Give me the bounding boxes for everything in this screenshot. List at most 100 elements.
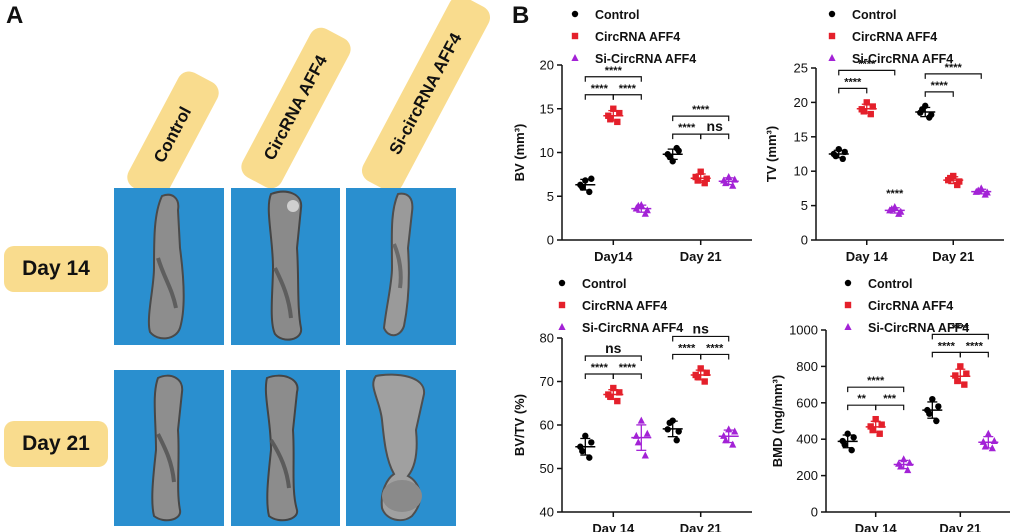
data-point-2 — [725, 173, 733, 180]
data-point-1 — [876, 430, 883, 437]
significance-bracket — [700, 133, 730, 140]
data-point-1 — [616, 109, 623, 117]
data-point-1 — [947, 174, 954, 182]
significance-label: **** — [966, 340, 984, 352]
data-point-2 — [634, 438, 642, 446]
significance-bracket — [584, 76, 642, 82]
y-axis-label: BV (mm³) — [512, 124, 527, 182]
data-point-0 — [841, 148, 848, 156]
legend-label-2: Si-CircRNA AFF4 — [868, 321, 969, 335]
y-tick-label: 40 — [540, 505, 554, 520]
significance-label: ns — [605, 340, 622, 356]
data-point-1 — [952, 372, 959, 379]
data-point-1 — [616, 389, 623, 396]
legend-marker-1 — [844, 301, 852, 309]
data-point-0 — [588, 439, 595, 446]
data-point-0 — [926, 410, 933, 417]
significance-bracket — [584, 373, 614, 380]
data-point-0 — [844, 430, 851, 437]
y-tick-label: 10 — [794, 164, 808, 179]
data-point-0 — [664, 426, 671, 433]
data-point-0 — [666, 419, 673, 427]
legend-label-1: CircRNA AFF4 — [868, 299, 953, 313]
data-point-0 — [839, 155, 846, 163]
data-point-1 — [703, 369, 710, 376]
x-tick-label: Day 21 — [939, 521, 981, 532]
data-point-1 — [614, 397, 621, 405]
data-point-1 — [614, 118, 621, 126]
data-point-1 — [605, 112, 612, 119]
legend-marker-0 — [844, 279, 852, 287]
data-point-2 — [643, 429, 651, 437]
data-point-2 — [983, 188, 991, 196]
data-point-2 — [974, 186, 982, 194]
data-point-2 — [637, 416, 645, 424]
y-tick-label: 15 — [794, 129, 808, 144]
bone-image-circrna-day14 — [231, 188, 340, 345]
data-point-2 — [632, 431, 640, 439]
significance-bracket — [847, 404, 877, 411]
legend-label-0: Control — [868, 277, 912, 291]
data-point-2 — [990, 437, 998, 445]
data-point-0 — [933, 417, 940, 425]
data-point-2 — [722, 436, 730, 444]
y-tick-label: 5 — [547, 189, 554, 204]
significance-label: ns — [707, 118, 724, 134]
significance-bracket — [672, 335, 730, 342]
y-tick-label: 70 — [540, 374, 554, 389]
data-point-2 — [729, 181, 737, 189]
data-point-2 — [888, 205, 896, 213]
data-point-0 — [848, 446, 855, 454]
y-tick-label: 10 — [540, 145, 554, 160]
significance-label: *** — [883, 393, 897, 405]
data-point-0 — [832, 152, 839, 160]
data-point-0 — [835, 145, 842, 153]
y-tick-label: 400 — [796, 432, 818, 447]
significance-bracket — [847, 386, 905, 393]
legend-label-0: Control — [595, 8, 639, 22]
data-point-0 — [928, 111, 935, 118]
data-point-1 — [954, 377, 961, 385]
legend-marker-2 — [571, 54, 579, 61]
data-point-1 — [863, 99, 870, 106]
legend-marker-0 — [828, 10, 836, 18]
y-tick-label: 60 — [540, 418, 554, 433]
data-point-0 — [919, 106, 926, 113]
significance-label: **** — [886, 188, 904, 200]
data-point-2 — [722, 179, 730, 187]
data-point-1 — [610, 105, 617, 112]
x-tick-label: Day 21 — [932, 249, 974, 264]
x-tick-label: Day 21 — [680, 249, 722, 264]
significance-bracket — [584, 355, 642, 362]
significance-bracket — [672, 353, 702, 360]
data-point-1 — [954, 181, 961, 189]
data-point-2 — [984, 429, 992, 437]
legend-marker-2 — [558, 323, 566, 330]
data-point-1 — [867, 110, 874, 118]
y-tick-label: 200 — [796, 468, 818, 483]
data-point-1 — [701, 179, 708, 187]
significance-label: **** — [591, 83, 609, 95]
data-point-1 — [697, 365, 704, 372]
data-point-0 — [579, 447, 586, 455]
significance-label: **** — [867, 375, 885, 387]
data-point-1 — [872, 415, 879, 423]
row-label-day21: Day 21 — [4, 421, 108, 467]
x-tick-label: Day14 — [594, 249, 633, 264]
data-point-0 — [850, 434, 857, 441]
data-point-1 — [610, 384, 617, 392]
panel-a-letter: A — [6, 2, 24, 29]
data-point-0 — [582, 432, 589, 440]
y-axis-label: BV/TV (%) — [512, 394, 527, 456]
significance-bracket — [931, 351, 961, 358]
bone-image-si-circrna-day21 — [346, 370, 456, 526]
significance-label: **** — [844, 76, 862, 88]
significance-label: **** — [931, 80, 949, 92]
data-point-1 — [867, 423, 874, 430]
data-point-2 — [988, 444, 996, 452]
data-point-1 — [956, 178, 963, 185]
bone-image-circrna-day21 — [231, 370, 340, 526]
data-point-2 — [729, 440, 737, 448]
data-point-2 — [641, 451, 649, 459]
significance-label: **** — [619, 83, 637, 95]
